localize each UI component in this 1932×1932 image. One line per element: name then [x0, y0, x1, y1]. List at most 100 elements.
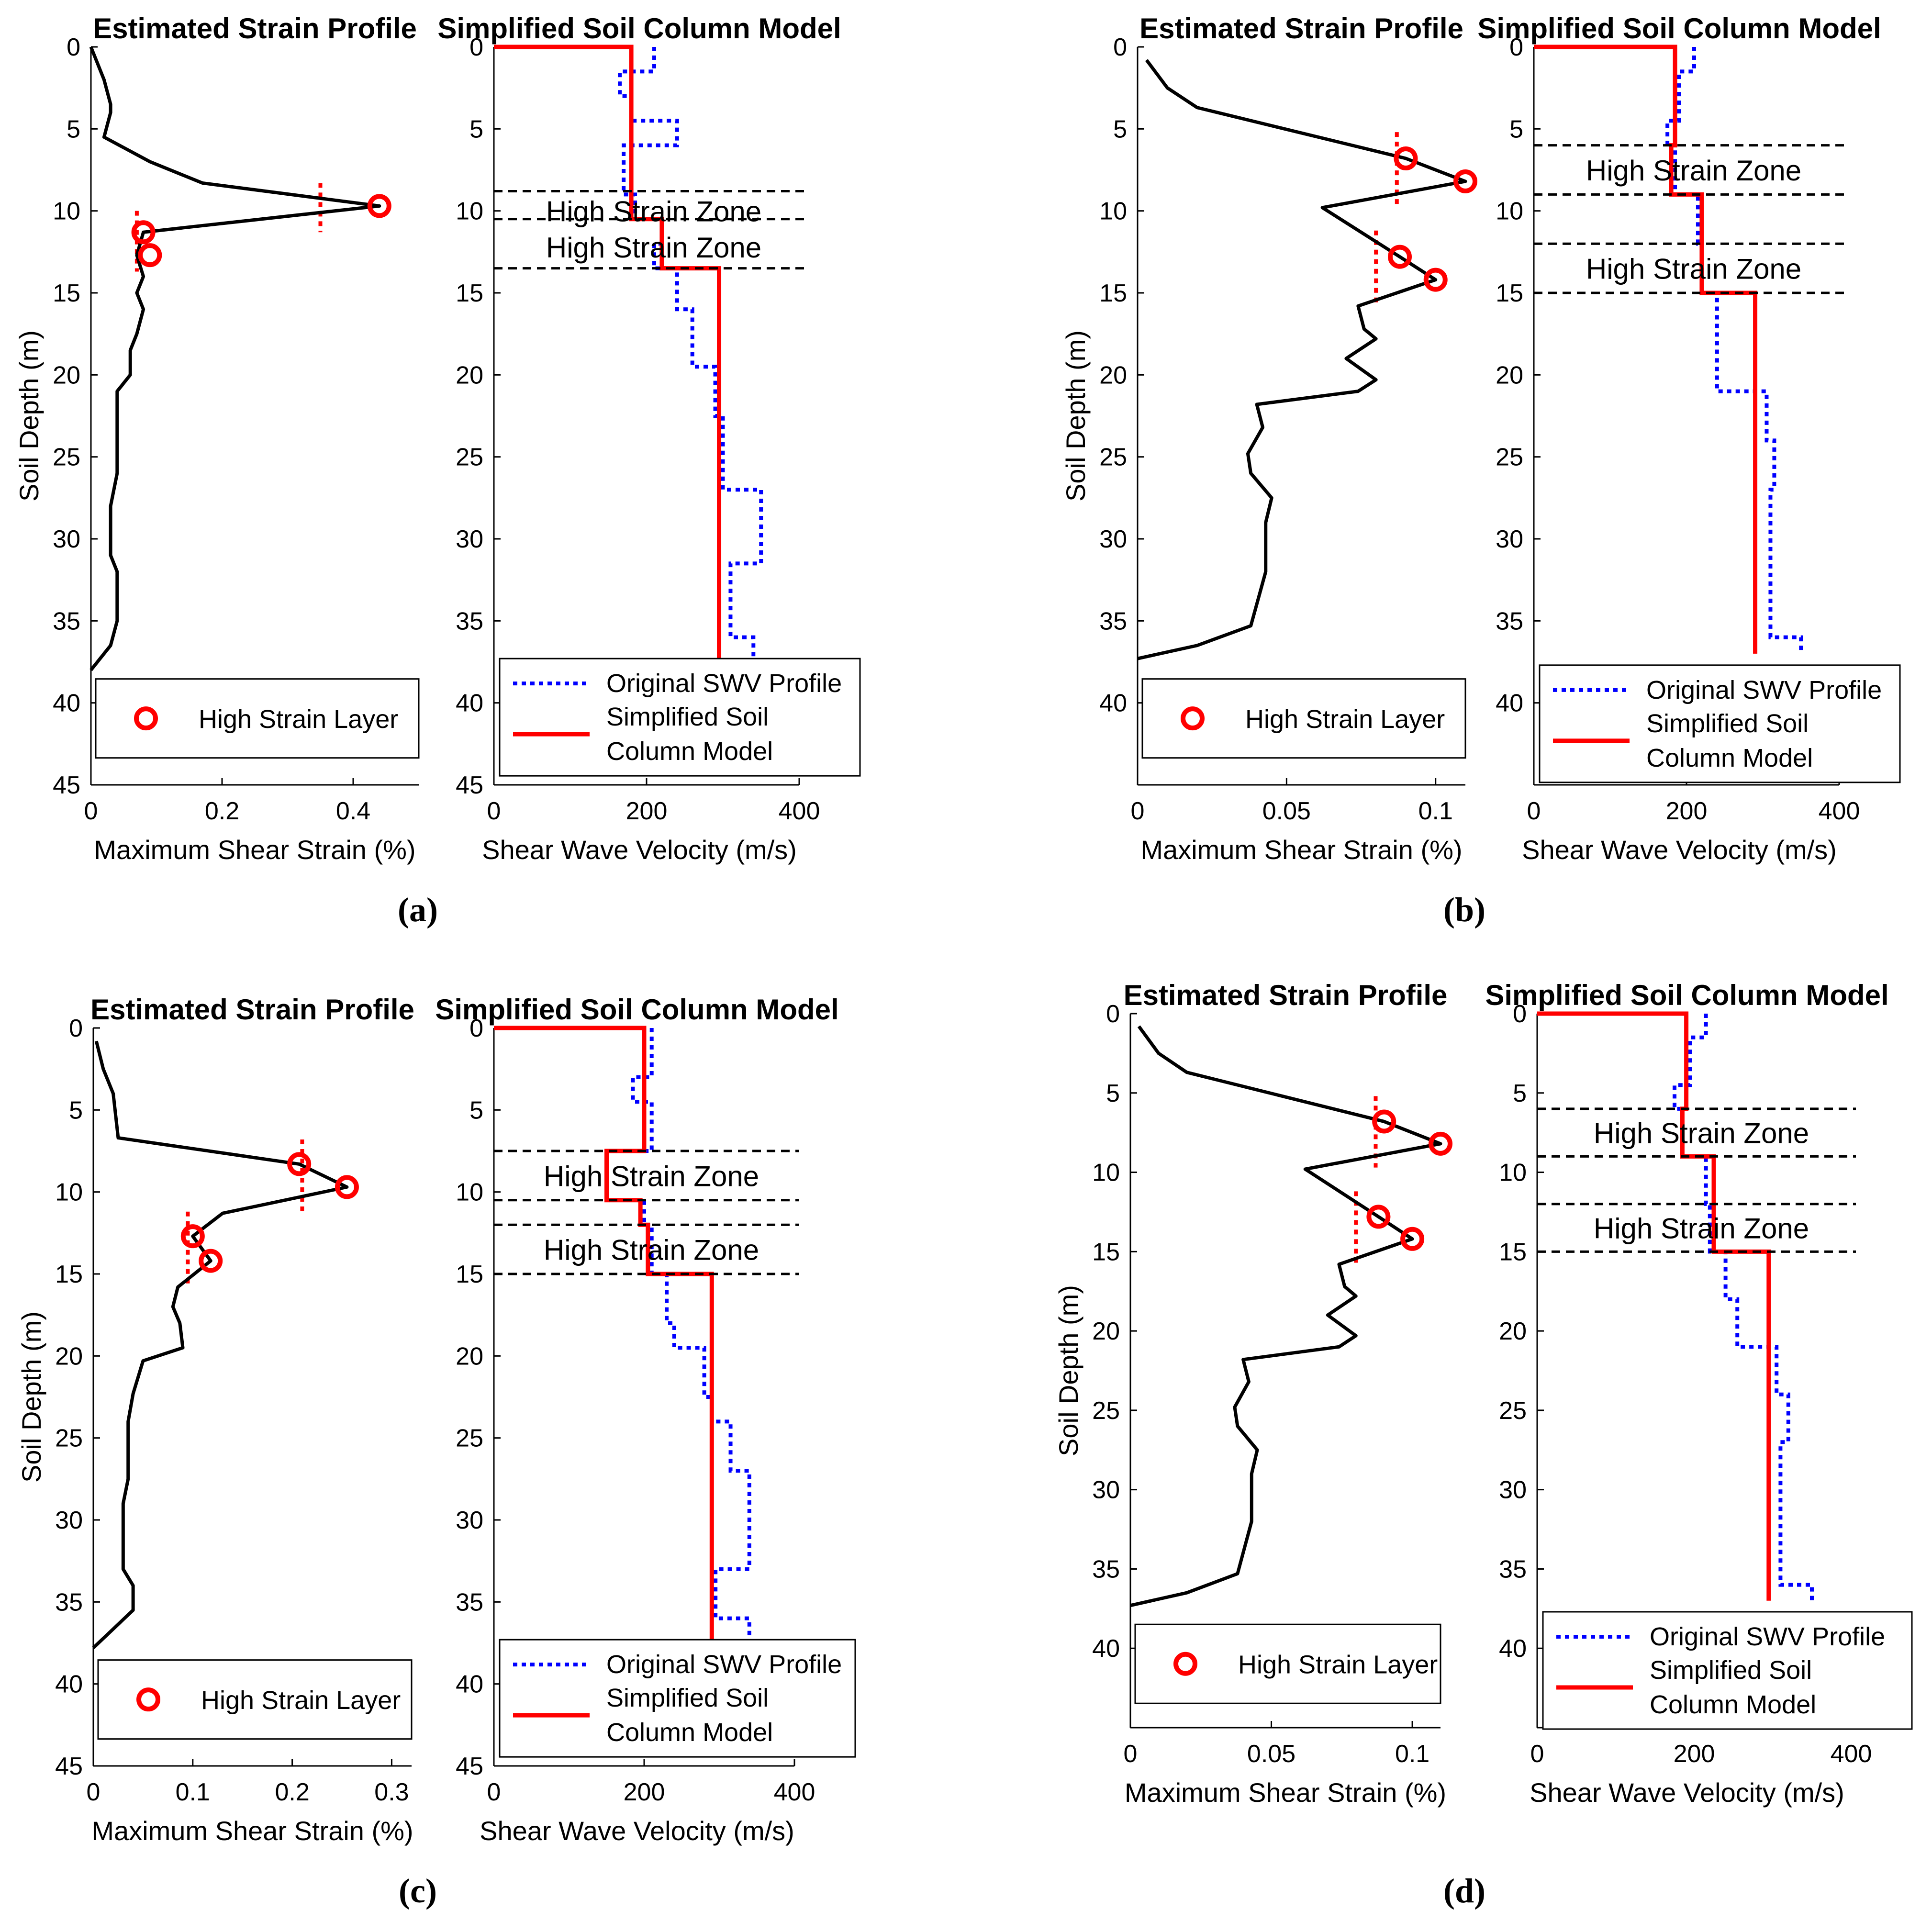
velocity-y-tick-label: 20 — [1499, 1318, 1527, 1345]
high-strain-point — [1388, 245, 1412, 269]
high-strain-point — [335, 1175, 359, 1199]
velocity-x-tick-label: 400 — [779, 797, 820, 825]
strain-y-tick-label: 35 — [1099, 607, 1127, 635]
strain-y-tick-label: 45 — [53, 771, 80, 799]
velocity-y-tick-label: 40 — [1496, 690, 1523, 717]
strain-y-tick-label: 20 — [55, 1342, 83, 1370]
strain-y-tick-label: 25 — [55, 1425, 83, 1452]
strain-x-label: Maximum Shear Strain (%) — [1140, 835, 1462, 865]
velocity-x-tick-label: 0 — [487, 797, 501, 825]
strain-x-tick-label: 0.2 — [275, 1778, 309, 1806]
simplified-model-line — [1534, 45, 1758, 654]
strain-y-tick-label: 35 — [55, 1588, 83, 1616]
strain-y-tick-label: 35 — [1092, 1555, 1120, 1583]
high-strain-zone-label: High Strain Zone — [1594, 1213, 1809, 1245]
velocity-y-tick-label: 10 — [1499, 1159, 1527, 1187]
strain-x-tick-label: 0.05 — [1247, 1740, 1295, 1768]
velocity-legend-original-label: Original SWV Profile — [606, 669, 842, 698]
velocity-y-tick-label: 35 — [1499, 1555, 1527, 1583]
panel-label: (c) — [399, 1872, 437, 1910]
velocity-y-tick-label: 15 — [1499, 1238, 1527, 1266]
velocity-title: Simplified Soil Column Model — [1477, 12, 1881, 45]
velocity-legend-simplified-label: Simplified Soil — [1650, 1656, 1812, 1685]
velocity-y-tick-label: 0 — [469, 1015, 483, 1042]
strain-x-tick-label: 0.2 — [205, 797, 239, 825]
strain-y-tick-label: 10 — [1099, 198, 1127, 225]
velocity-y-tick-label: 20 — [1496, 361, 1523, 389]
high-strain-zone-label: High Strain Zone — [544, 1234, 759, 1266]
velocity-y-tick-label: 25 — [456, 1425, 483, 1452]
velocity-y-tick-label: 0 — [469, 34, 483, 61]
strain-x-label: Maximum Shear Strain (%) — [94, 835, 415, 865]
high-strain-point — [131, 220, 156, 245]
velocity-legend-simplified-label: Simplified Soil — [606, 1684, 769, 1712]
strain-y-label: Soil Depth (m) — [14, 330, 44, 502]
strain-legend-label: High Strain Layer — [199, 705, 398, 734]
strain-title: Estimated Strain Profile — [90, 994, 414, 1026]
high-strain-point — [1394, 146, 1418, 171]
high-strain-point — [1423, 268, 1448, 292]
velocity-y-tick-label: 10 — [1496, 198, 1523, 225]
velocity-title: Simplified Soil Column Model — [437, 12, 841, 45]
strain-x-tick-label: 0.05 — [1262, 797, 1311, 825]
strain-legend-marker — [1181, 706, 1205, 731]
strain-profile-line — [92, 1040, 349, 1649]
velocity-x-tick-label: 200 — [624, 1778, 665, 1806]
velocity-y-tick-label: 20 — [456, 1342, 483, 1370]
strain-x-tick-label: 0 — [87, 1778, 101, 1806]
strain-x-tick-label: 0.1 — [176, 1778, 210, 1806]
velocity-x-tick-label: 0 — [1527, 797, 1541, 825]
strain-y-tick-label: 5 — [69, 1096, 83, 1124]
velocity-legend-simplified-label: Simplified Soil — [606, 703, 769, 731]
simplified-model-line — [494, 1026, 714, 1652]
original-swv-profile-line — [604, 1028, 751, 1652]
strain-legend-label: High Strain Layer — [1245, 705, 1445, 734]
strain-legend-box — [97, 1659, 413, 1740]
original-swv-profile-line — [1665, 47, 1803, 654]
high-strain-zone-label: High Strain Zone — [546, 196, 761, 228]
simplified-model-line — [1537, 1011, 1771, 1601]
velocity-y-tick-label: 0 — [1513, 1000, 1527, 1028]
strain-y-tick-label: 40 — [1099, 690, 1127, 717]
strain-profile-line — [89, 46, 381, 671]
strain-y-tick-label: 10 — [53, 198, 80, 225]
strain-y-tick-label: 25 — [1099, 444, 1127, 471]
strain-legend-label: High Strain Layer — [201, 1686, 401, 1715]
strain-y-tick-label: 5 — [1106, 1080, 1120, 1107]
high-strain-point — [199, 1249, 223, 1273]
high-strain-point — [1400, 1227, 1425, 1251]
velocity-y-tick-label: 30 — [1496, 525, 1523, 553]
strain-x-label: Maximum Shear Strain (%) — [91, 1816, 413, 1846]
velocity-x-label: Shear Wave Velocity (m/s) — [1530, 1777, 1844, 1808]
strain-subplot: 0 5 10 15 20 25 30 35 40 0 0.05 0.1 Estimated Strain… — [1061, 12, 1477, 865]
strain-x-tick-label: 0.1 — [1418, 797, 1453, 825]
strain-legend-box — [1141, 678, 1466, 759]
strain-x-tick-label: 0.1 — [1395, 1740, 1429, 1768]
velocity-legend-simplified-label-2: Column Model — [606, 737, 773, 766]
panel-label: (b) — [1443, 891, 1485, 929]
strain-y-tick-label: 20 — [53, 361, 80, 389]
velocity-legend-simplified-label-2: Column Model — [1650, 1690, 1816, 1719]
strain-y-tick-label: 25 — [53, 444, 80, 471]
velocity-y-tick-label: 35 — [456, 607, 483, 635]
strain-legend-marker — [136, 1687, 160, 1712]
strain-y-tick-label: 15 — [1099, 279, 1127, 307]
strain-legend-box — [95, 678, 420, 759]
strain-x-tick-label: 0.3 — [374, 1778, 409, 1806]
velocity-y-tick-label: 40 — [456, 690, 483, 717]
velocity-x-tick-label: 400 — [774, 1778, 815, 1806]
strain-title: Estimated Strain Profile — [1124, 979, 1448, 1011]
velocity-legend-box — [499, 1639, 856, 1758]
velocity-y-tick-label: 15 — [456, 279, 483, 307]
strain-legend-marker — [1173, 1652, 1197, 1676]
strain-title: Estimated Strain Profile — [93, 12, 417, 45]
strain-y-tick-label: 35 — [53, 607, 80, 635]
velocity-y-tick-label: 5 — [1513, 1080, 1527, 1107]
